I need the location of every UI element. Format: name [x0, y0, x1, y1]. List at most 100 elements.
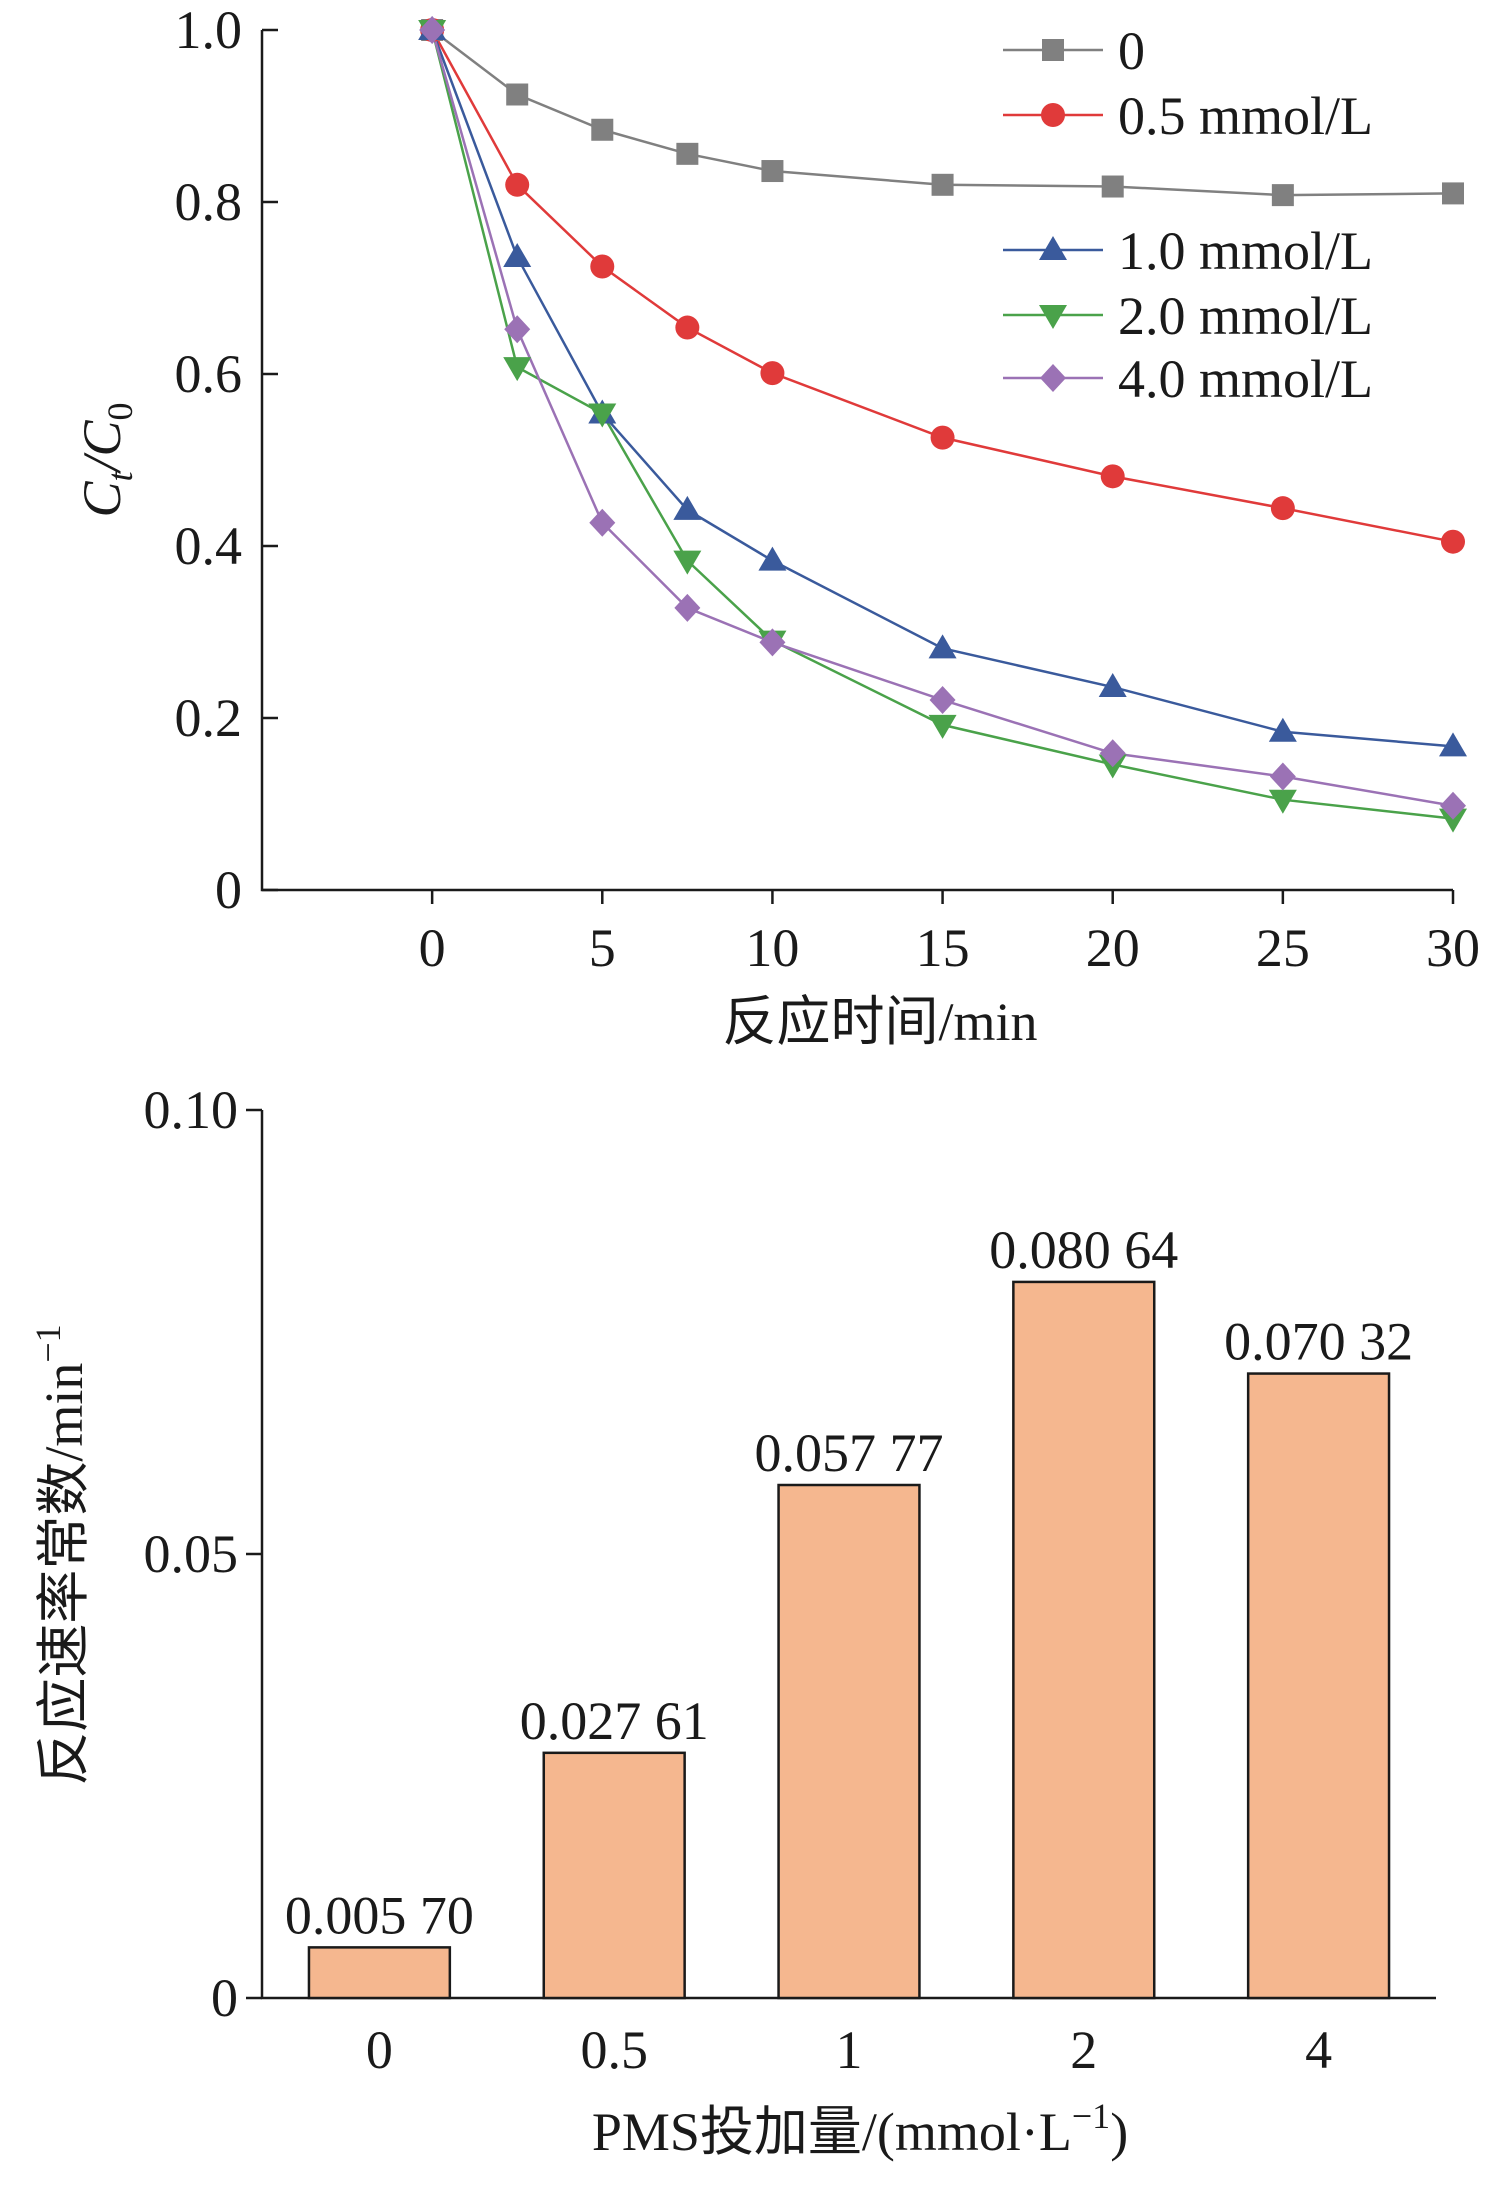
x-tick-label: 10 [745, 918, 799, 978]
triangle-down-marker [928, 714, 957, 739]
triangle-up-marker [1268, 717, 1297, 742]
circle-marker [1441, 529, 1465, 554]
x-tick-label: 30 [1426, 918, 1480, 978]
y-label-c: C [72, 481, 132, 518]
y-label-c0: /C [72, 419, 132, 474]
bar-x-tick-label: 0.5 [580, 2020, 648, 2080]
square-marker [931, 173, 954, 196]
y-tick-label: 0.8 [175, 172, 243, 232]
y-tick-label: 0.4 [175, 516, 243, 576]
square-marker [1442, 182, 1464, 205]
square-marker [1101, 175, 1124, 198]
legend-label: 2.0 mmol/L [1118, 286, 1373, 346]
y-label-sub-t: t [100, 471, 140, 482]
y-tick-label: 0 [215, 860, 242, 920]
diamond-marker [589, 508, 616, 537]
legend-label: 1.0 mmol/L [1118, 221, 1373, 281]
x-tick-label: 15 [916, 918, 970, 978]
triangle-up-marker [928, 634, 957, 659]
line-chart-y-ticks: 0 0.2 0.4 0.6 0.8 1.0 [175, 0, 278, 920]
triangle-down-marker [1268, 789, 1297, 814]
diamond-marker [674, 593, 701, 622]
line-chart-x-axis-label: 反应时间/min [722, 992, 1037, 1052]
square-marker [506, 83, 529, 106]
bar-chart-x-ticks: 0 0.5 1 2 4 [366, 2020, 1332, 2080]
square-marker [761, 160, 784, 183]
square-marker [1042, 39, 1064, 61]
bar-chart-bars: 0.005 70 0.027 61 0.057 77 0.080 64 0.070 32 [285, 1220, 1413, 2000]
circle-marker [930, 425, 955, 450]
bar-data-label: 0.005 70 [285, 1885, 474, 1945]
triangle-up-marker [1039, 236, 1067, 260]
triangle-down-marker [1439, 808, 1467, 833]
bar-chart-x-axis-label: PMS投加量/(mmol·L−1) [592, 2096, 1128, 2162]
triangle-down-marker [673, 550, 702, 575]
bar-y-tick-label: 0 [211, 1968, 238, 2028]
diamond-marker [419, 16, 446, 44]
bar-data-label: 0.027 61 [520, 1691, 709, 1751]
triangle-up-marker [1098, 673, 1127, 698]
y-tick-label: 1.0 [175, 0, 243, 60]
square-marker [676, 142, 699, 165]
y-label-sub-0: 0 [100, 402, 140, 420]
triangle-down-marker [1039, 305, 1067, 329]
bar-x-tick-label: 4 [1305, 2020, 1332, 2080]
bar [1246, 1372, 1391, 2000]
square-marker [591, 118, 614, 141]
line-chart-axes [260, 30, 1453, 892]
x-tick-label: 20 [1086, 918, 1140, 978]
bar-data-label: 0.080 64 [989, 1220, 1178, 1280]
x-tick-label: 0 [419, 918, 446, 978]
diamond-marker [1099, 739, 1126, 768]
svg-text:反应速率常数/min−1: 反应速率常数/min−1 [28, 1324, 94, 1785]
bar-data-label: 0.057 77 [755, 1423, 944, 1483]
bar-y-tick-label: 0.10 [144, 1080, 239, 1140]
bar-y-label-main: 反应速率常数/min [34, 1363, 94, 1786]
bar-x-label-sup: −1 [1072, 2096, 1110, 2136]
square-marker [1271, 184, 1294, 207]
circle-marker [675, 315, 700, 340]
legend-label: 4.0 mmol/L [1118, 349, 1373, 409]
line-chart-x-ticks: 0 5 10 15 20 25 30 [419, 890, 1480, 978]
line-chart: 00.20.40.60.81.0 0 5 10 15 20 25 30 00.5 mmol/… [72, 0, 1480, 1052]
bar-x-tick-label: 2 [1070, 2020, 1097, 2080]
bar-data-label: 0.070 32 [1224, 1312, 1413, 1372]
x-tick-label: 25 [1256, 918, 1310, 978]
diamond-marker [504, 315, 531, 344]
triangle-up-marker [1439, 732, 1467, 757]
bar-chart-y-ticks: 0 0.05 0.10 [144, 1080, 262, 2028]
bar-y-tick-label: 0.05 [144, 1524, 239, 1584]
triangle-up-marker [758, 546, 787, 571]
bar-chart: 0 0.05 0.10 0.005 70 0.027 61 0.057 77 0.080 … [28, 1080, 1436, 2162]
line-chart-legend: 00.5 mmol/L 1.0 mmol/L2.0 mmol/L4.0 mmol/… [1003, 21, 1373, 409]
circle-marker [760, 361, 785, 386]
svg-text:Ct/C0: Ct/C0 [72, 402, 140, 517]
circle-marker [1041, 103, 1065, 127]
diamond-marker [1440, 791, 1466, 820]
legend-label: 0 [1118, 21, 1145, 81]
triangle-down-marker [588, 403, 617, 428]
circle-marker [1270, 496, 1295, 521]
y-tick-label: 0.2 [175, 688, 243, 748]
bar [307, 1946, 452, 2000]
x-tick-label: 5 [589, 918, 616, 978]
legend-label: 0.5 mmol/L [1118, 86, 1373, 146]
line-chart-series [418, 16, 1467, 833]
bar-x-label-main: PMS投加量/(mmol·L [592, 2102, 1072, 2162]
y-tick-label: 0.6 [175, 344, 243, 404]
circle-marker [1100, 464, 1125, 489]
bar [777, 1483, 921, 2000]
diamond-marker [759, 628, 786, 657]
triangle-up-marker [503, 243, 532, 268]
bar-x-tick-label: 0 [366, 2020, 393, 2080]
line-chart-y-axis-label: Ct/C0 [72, 402, 140, 517]
triangle-up-marker [673, 495, 702, 520]
bar-chart-y-axis-label: 反应速率常数/min−1 [28, 1324, 94, 1785]
bar-y-label-sup: −1 [28, 1324, 68, 1362]
bar [1012, 1280, 1156, 2000]
diamond-marker [1040, 364, 1066, 392]
circle-marker [505, 172, 530, 197]
bar [542, 1751, 686, 2000]
